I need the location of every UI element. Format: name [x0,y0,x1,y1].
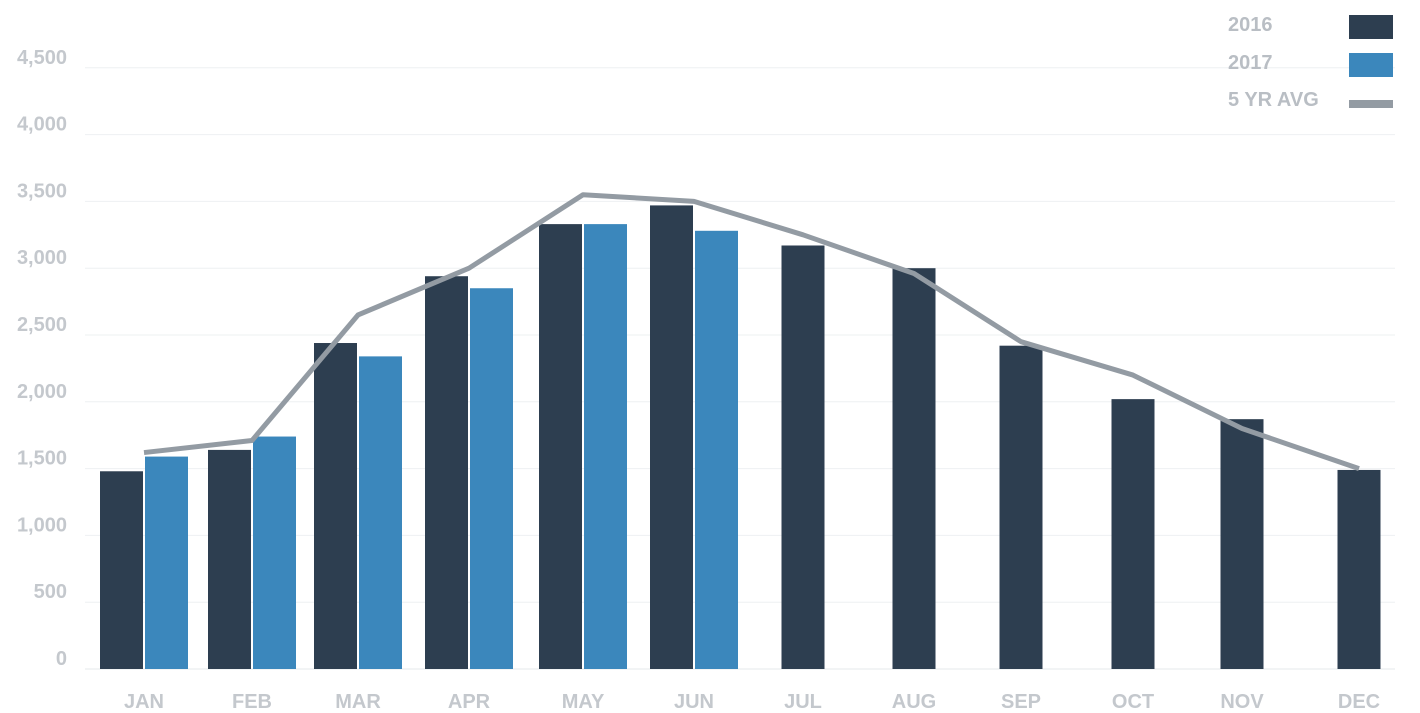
bar-2017-jun [695,230,738,670]
y-tick-label: 1,500 [17,448,67,470]
x-tick-label-sep: SEP [1001,691,1041,713]
x-tick-label-feb: FEB [232,691,272,713]
bar-2016-oct [1111,399,1155,669]
x-tick-label-aug: AUG [892,691,936,713]
five-year-average-line [143,192,1360,471]
legend-swatch-0 [1349,15,1393,39]
x-tick-label-oct: OCT [1112,691,1154,713]
average-line-layer [143,192,1360,471]
bar-2016-sep [999,345,1043,669]
bars [100,205,1381,670]
bar-2016-dec [1337,469,1381,669]
x-tick-label-jul: JUL [784,691,822,713]
bar-2017-may [584,224,627,669]
legend-swatch-1 [1349,53,1393,77]
bar-2017-mar [359,356,402,669]
legend-label-0: 2016 [1228,14,1273,36]
x-axis-ticks: JAN FEB MAR APR MAY JUN JUL AUG SEP OCT NOV DEC [124,691,1380,713]
y-axis-ticks: 0 500 1,000 1,500 2,000 2,500 3,000 3,500 4,000 4… [17,47,67,670]
bar-2016-aug [892,268,936,669]
bar-2016-mar [314,343,357,669]
bar-2017-jan [145,456,188,669]
y-tick-label: 0 [56,648,67,670]
y-tick-label: 1,000 [17,514,67,536]
y-tick-label: 3,500 [17,180,67,202]
x-tick-label-nov: NOV [1220,691,1264,713]
x-tick-label-jan: JAN [124,691,164,713]
x-tick-label-jun: JUN [674,691,714,713]
y-tick-label: 3,000 [17,247,67,269]
y-tick-label: 4,500 [17,47,67,69]
legend: 2016 2017 5 YR AVG [1228,14,1393,111]
legend-swatch-2 [1349,100,1393,108]
bar-2016-jun [650,205,693,669]
x-tick-label-may: MAY [562,691,605,713]
bar-2016-feb [208,449,251,669]
y-tick-label: 4,000 [17,114,67,136]
x-tick-label-dec: DEC [1338,691,1380,713]
bar-2016-jan [100,471,143,669]
legend-label-1: 2017 [1228,52,1273,74]
y-tick-label: 500 [34,581,67,603]
bar-2017-apr [470,288,513,669]
bar-2016-apr [425,276,468,669]
bar-2016-may [539,224,582,669]
y-tick-label: 2,500 [17,314,67,336]
legend-label-2: 5 YR AVG [1228,89,1319,111]
bar-2016-jul [781,245,825,669]
x-tick-label-apr: APR [448,691,491,713]
x-tick-label-mar: MAR [335,691,381,713]
bar-2017-feb [253,436,296,669]
gridlines [85,67,1395,670]
bar-2016-nov [1220,419,1264,669]
y-tick-label: 2,000 [17,381,67,403]
